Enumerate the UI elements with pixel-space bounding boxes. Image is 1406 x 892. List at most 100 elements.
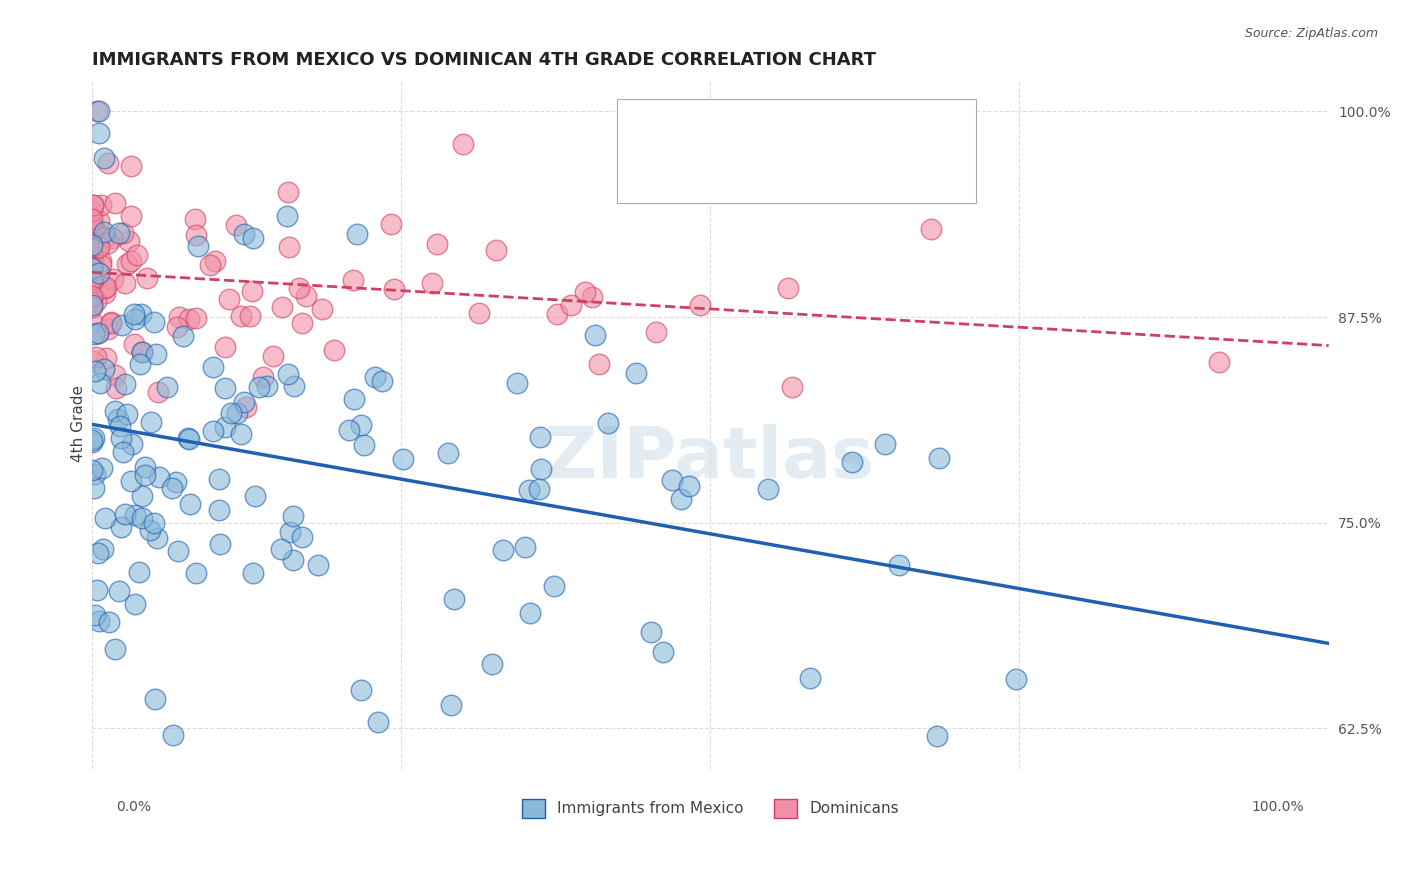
Immigrants from Mexico (93, 225, 115, 239)
Immigrants from Mexico (90, 461, 112, 475)
Dominicans (198, 259, 221, 273)
Immigrants from Mexico (543, 579, 565, 593)
Immigrants from Mexico (131, 511, 153, 525)
Dominicans (380, 217, 402, 231)
Dominicans (581, 290, 603, 304)
Immigrants from Mexico (1004, 672, 1026, 686)
Dominicans (115, 257, 138, 271)
Y-axis label: 4th Grade: 4th Grade (72, 385, 86, 462)
Immigrants from Mexico (121, 437, 143, 451)
Dominicans (111, 226, 134, 240)
Dominicans (82, 353, 104, 368)
Dominicans (80, 247, 103, 261)
Immigrants from Mexico (364, 369, 387, 384)
Immigrants from Mexico (353, 438, 375, 452)
Immigrants from Mexico (131, 306, 153, 320)
Dominicans (131, 345, 153, 359)
Dominicans (105, 381, 128, 395)
Dominicans (239, 309, 262, 323)
Dominicans (80, 260, 103, 275)
Dominicans (322, 343, 344, 357)
Dominicans (93, 281, 115, 295)
Dominicans (120, 209, 142, 223)
Dominicans (291, 316, 314, 330)
Dominicans (80, 211, 103, 226)
Dominicans (80, 289, 103, 303)
Immigrants from Mexico (80, 238, 103, 252)
Immigrants from Mexico (219, 406, 242, 420)
Dominicans (86, 104, 108, 119)
Immigrants from Mexico (167, 544, 190, 558)
Immigrants from Mexico (232, 395, 254, 409)
Dominicans (644, 325, 666, 339)
Immigrants from Mexico (129, 357, 152, 371)
Immigrants from Mexico (128, 565, 150, 579)
Immigrants from Mexico (80, 433, 103, 447)
Text: IMMIGRANTS FROM MEXICO VS DOMINICAN 4TH GRADE CORRELATION CHART: IMMIGRANTS FROM MEXICO VS DOMINICAN 4TH … (91, 51, 876, 69)
Immigrants from Mexico (83, 431, 105, 445)
Immigrants from Mexico (270, 542, 292, 557)
Dominicans (204, 253, 226, 268)
Dominicans (86, 293, 108, 308)
Dominicans (186, 311, 208, 326)
Dominicans (240, 284, 263, 298)
Dominicans (94, 280, 117, 294)
Immigrants from Mexico (505, 376, 527, 391)
Immigrants from Mexico (758, 483, 780, 497)
Immigrants from Mexico (134, 467, 156, 482)
Immigrants from Mexico (799, 671, 821, 685)
Legend: Immigrants from Mexico, Dominicans: Immigrants from Mexico, Dominicans (516, 793, 905, 824)
Dominicans (82, 198, 104, 212)
Dominicans (103, 195, 125, 210)
Dominicans (120, 254, 142, 268)
Dominicans (288, 281, 311, 295)
Immigrants from Mexico (928, 451, 950, 466)
Immigrants from Mexico (350, 418, 373, 433)
Dominicans (1208, 355, 1230, 369)
Immigrants from Mexico (887, 558, 910, 573)
Dominicans (89, 254, 111, 268)
Immigrants from Mexico (143, 315, 166, 329)
Dominicans (80, 271, 103, 285)
Immigrants from Mexico (187, 238, 209, 252)
Dominicans (97, 156, 120, 170)
Immigrants from Mexico (108, 584, 131, 599)
Immigrants from Mexico (225, 406, 247, 420)
Dominicans (122, 336, 145, 351)
Text: 0.0%: 0.0% (117, 800, 152, 814)
Immigrants from Mexico (367, 715, 389, 730)
Immigrants from Mexico (184, 566, 207, 581)
Dominicans (169, 310, 191, 324)
Immigrants from Mexico (585, 328, 607, 343)
Dominicans (485, 244, 508, 258)
Immigrants from Mexico (82, 298, 104, 312)
Immigrants from Mexico (278, 525, 301, 540)
Immigrants from Mexico (107, 412, 129, 426)
Immigrants from Mexico (256, 378, 278, 392)
Dominicans (82, 267, 104, 281)
Immigrants from Mexico (337, 423, 360, 437)
Immigrants from Mexico (651, 645, 673, 659)
Dominicans (100, 231, 122, 245)
Immigrants from Mexico (87, 126, 110, 140)
Text: ZIPatlas: ZIPatlas (546, 424, 876, 493)
Dominicans (83, 234, 105, 248)
Dominicans (100, 315, 122, 329)
Immigrants from Mexico (529, 482, 551, 496)
Immigrants from Mexico (89, 376, 111, 390)
Immigrants from Mexico (111, 318, 134, 333)
Immigrants from Mexico (440, 698, 463, 712)
Dominicans (90, 198, 112, 212)
Immigrants from Mexico (391, 452, 413, 467)
Immigrants from Mexico (110, 520, 132, 534)
Immigrants from Mexico (283, 552, 305, 566)
Immigrants from Mexico (492, 543, 515, 558)
Immigrants from Mexico (160, 481, 183, 495)
Dominicans (177, 312, 200, 326)
Immigrants from Mexico (661, 474, 683, 488)
Immigrants from Mexico (243, 489, 266, 503)
Immigrants from Mexico (94, 511, 117, 525)
Immigrants from Mexico (87, 326, 110, 340)
Dominicans (184, 227, 207, 242)
Immigrants from Mexico (162, 728, 184, 742)
